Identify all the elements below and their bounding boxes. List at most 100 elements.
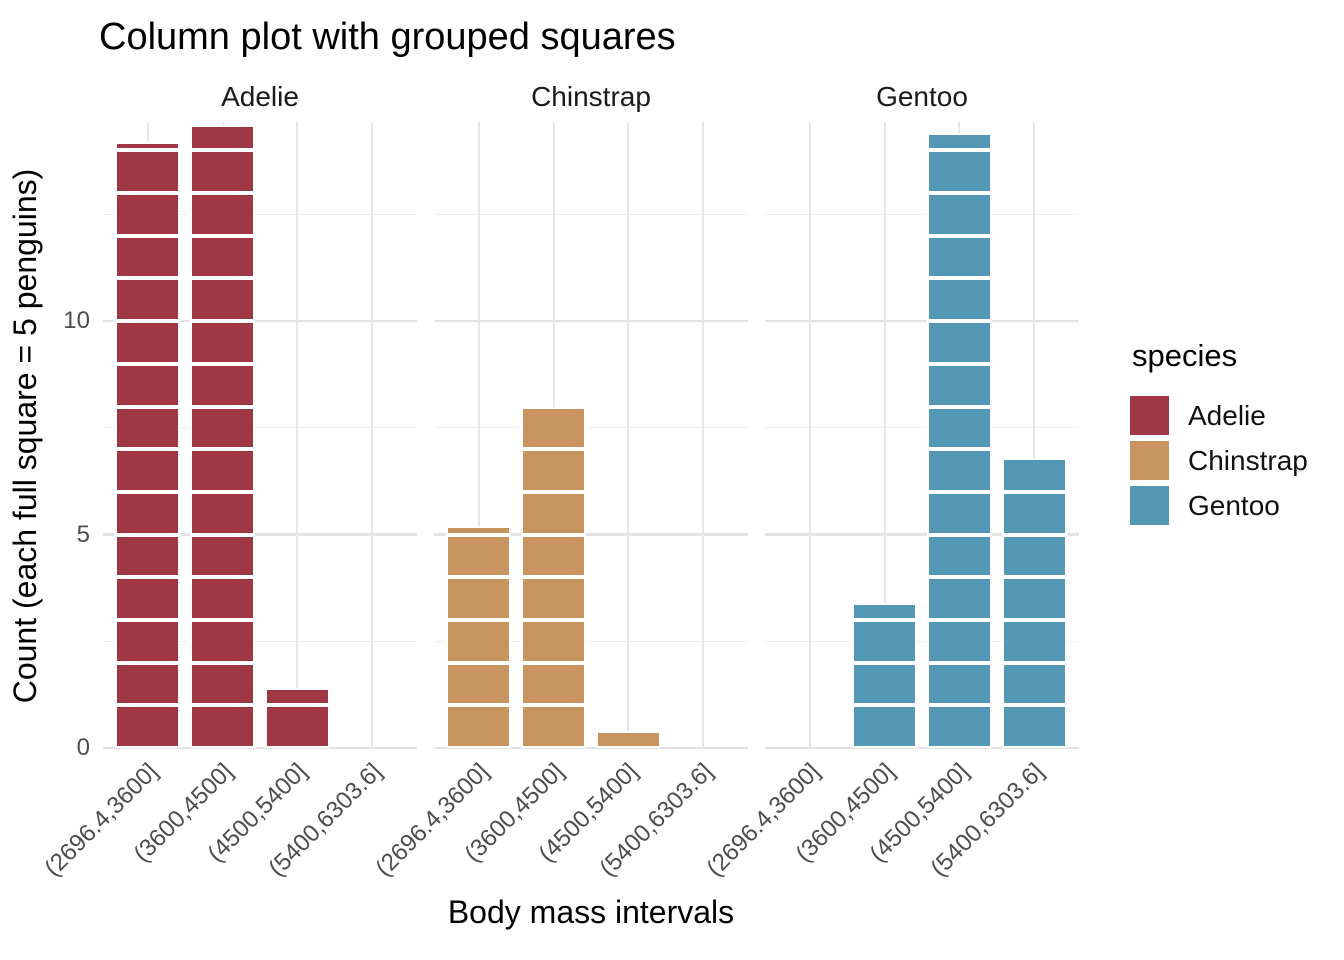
x-axis-title: Body mass intervals <box>447 894 735 930</box>
waffle-square <box>926 662 992 706</box>
x-axis-labels: (2696.4,3600] (3600,4500] (4500,5400] (5400… <box>370 748 748 898</box>
gridline-x <box>1032 122 1036 748</box>
waffle-square <box>115 321 181 364</box>
waffle-square-partial <box>1001 457 1067 492</box>
waffle-square <box>115 406 181 450</box>
waffle-square <box>1001 534 1067 578</box>
waffle-square <box>926 406 992 450</box>
waffle-square <box>521 662 587 706</box>
waffle-square <box>926 619 992 663</box>
waffle-square <box>1001 577 1067 620</box>
bar-adelie-2 <box>264 688 330 748</box>
waffle-square <box>190 449 256 492</box>
waffle-square <box>190 491 256 535</box>
chart-title: Column plot with grouped squares <box>99 16 676 58</box>
waffle-square <box>926 534 992 578</box>
waffle-square <box>926 363 992 407</box>
waffle-square <box>190 321 256 364</box>
waffle-square <box>521 491 587 535</box>
waffle-square-partial <box>926 133 992 151</box>
waffle-square <box>852 662 918 706</box>
bar-chinstrap-0 <box>446 526 512 748</box>
facet-strip-label: Chinstrap <box>531 81 651 112</box>
waffle-square <box>115 235 181 279</box>
bar-chinstrap-2 <box>595 730 661 748</box>
gridline-major-y <box>765 319 1079 323</box>
bar-gentoo-2 <box>926 133 992 748</box>
waffle-square <box>190 278 256 322</box>
gridline-major-y <box>434 533 748 536</box>
waffle-square <box>190 150 256 194</box>
waffle-square <box>115 150 181 194</box>
waffle-square <box>521 534 587 578</box>
legend: species Adelie Chinstrap Gentoo <box>1130 338 1308 531</box>
gridline-minor-y <box>765 427 1079 429</box>
waffle-square <box>446 705 512 748</box>
gridline-major-y <box>765 746 1079 750</box>
gridline-x <box>701 122 705 748</box>
gridline-major-y <box>103 746 417 750</box>
waffle-square-partial <box>446 526 512 535</box>
waffle-square <box>446 577 512 620</box>
waffle-square-partial <box>852 602 918 620</box>
waffle-square <box>926 278 992 322</box>
legend-title: species <box>1132 338 1238 373</box>
bar-adelie-0 <box>115 141 181 748</box>
y-tick-label: 5 <box>76 520 90 548</box>
waffle-square <box>115 449 181 492</box>
legend-entry: Gentoo <box>1130 486 1308 525</box>
waffle-square <box>190 577 256 620</box>
waffle-square <box>115 619 181 663</box>
bar-chinstrap-1 <box>521 406 587 748</box>
gridline-minor-y <box>103 427 417 429</box>
facet-strip-label: Gentoo <box>876 81 968 112</box>
waffle-square <box>926 577 992 620</box>
legend-entries: Adelie Chinstrap Gentoo <box>1130 396 1308 525</box>
legend-entry-label: Adelie <box>1188 399 1266 431</box>
gridline-major-y <box>434 746 748 750</box>
waffle-square <box>1001 662 1067 706</box>
waffle-square <box>926 321 992 364</box>
gridline-major-y <box>103 533 417 536</box>
waffle-square <box>190 235 256 279</box>
gridline-major-y <box>434 319 748 323</box>
legend-entry-label: Gentoo <box>1188 489 1280 521</box>
waffle-square <box>446 619 512 663</box>
gridline-x <box>477 122 480 748</box>
gridline-minor-y <box>765 640 1079 642</box>
y-axis-title: Count (each full square = 5 penguins) <box>7 168 43 704</box>
waffle-square <box>926 449 992 492</box>
gridline-x <box>883 122 886 748</box>
gridline-minor-y <box>765 213 1079 215</box>
gridline-minor-y <box>434 427 748 429</box>
x-axis-labels: (2696.4,3600] (3600,4500] (4500,5400] (5400… <box>39 748 417 898</box>
waffle-square <box>190 363 256 407</box>
bar-gentoo-1 <box>852 602 918 748</box>
waffle-square <box>926 193 992 236</box>
bar-adelie-1 <box>190 124 256 748</box>
waffle-square <box>115 193 181 236</box>
gridline-major-y <box>103 319 417 323</box>
panel <box>103 122 417 750</box>
legend-key-swatch <box>1130 486 1169 525</box>
facet: Adelie (2696.4,3600] (3600,4500] (4500,5400… <box>39 80 417 898</box>
gridline-minor-y <box>103 640 417 642</box>
waffle-square <box>521 406 587 450</box>
waffle-square <box>852 705 918 748</box>
gridline-minor-y <box>434 640 748 642</box>
bar-gentoo-3 <box>1001 457 1067 748</box>
waffle-square <box>521 705 587 748</box>
waffle-square <box>190 662 256 706</box>
waffle-square-partial <box>190 124 256 151</box>
legend-entry: Chinstrap <box>1130 441 1308 480</box>
facet-strip-label: Adelie <box>221 81 299 112</box>
waffle-square <box>521 449 587 492</box>
waffle-square <box>926 150 992 194</box>
gridline-x <box>808 122 811 748</box>
waffle-square <box>190 705 256 748</box>
waffle-square <box>926 491 992 535</box>
waffle-square <box>115 662 181 706</box>
waffle-square <box>521 619 587 663</box>
waffle-square <box>446 662 512 706</box>
